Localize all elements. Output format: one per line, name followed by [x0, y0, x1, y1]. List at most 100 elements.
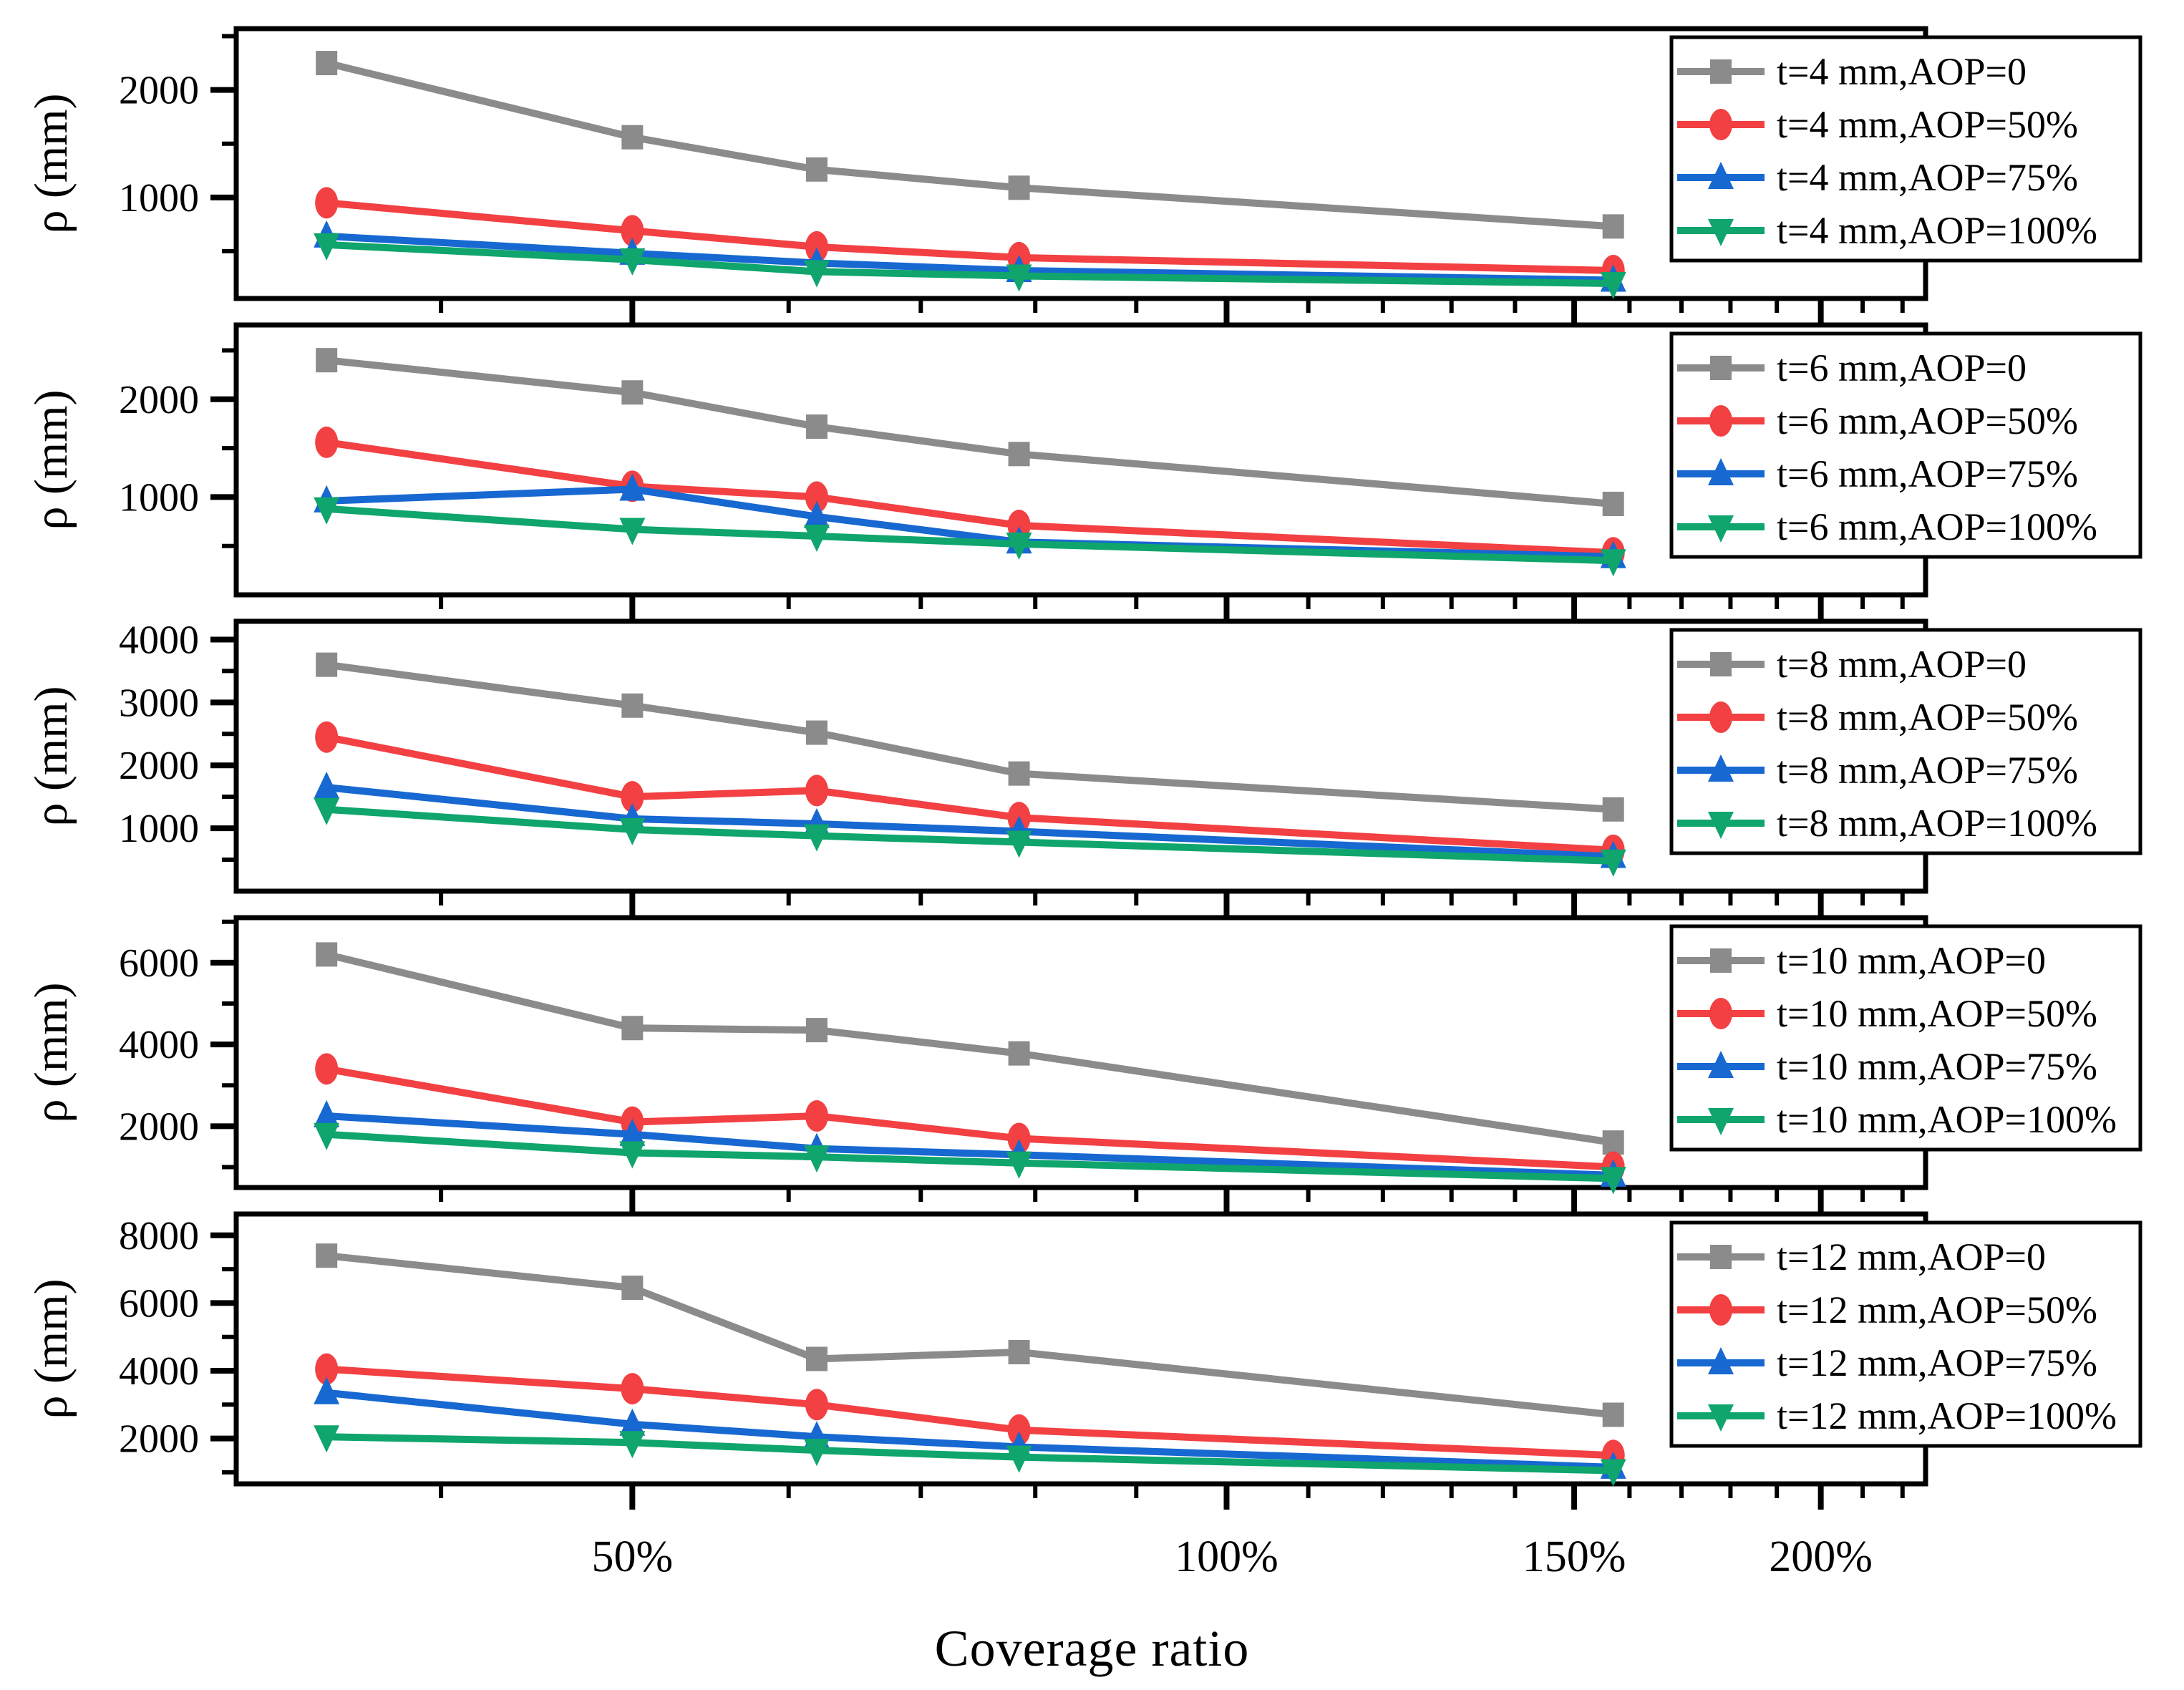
square-marker: [1008, 761, 1030, 786]
legend-label: t=6 mm,AOP=0: [1777, 346, 2027, 389]
legend-entry: t=8 mm,AOP=0: [1677, 643, 2027, 686]
square-icon: [1710, 59, 1732, 84]
legend-entry: t=8 mm,AOP=50%: [1677, 696, 2078, 739]
y-tick-label: 3000: [119, 681, 199, 725]
square-marker: [316, 652, 338, 677]
square-marker: [1602, 1402, 1624, 1427]
circle-marker: [805, 1389, 828, 1421]
series-line: [326, 1252, 1614, 1419]
y-tick-label: 4000: [119, 618, 199, 662]
triangle-down-marker: [314, 233, 340, 261]
circle-icon: [1709, 701, 1732, 733]
triangle-down-icon: [1708, 812, 1734, 839]
square-marker: [1602, 797, 1624, 822]
series-t-4-mm-AOP-100-: [314, 233, 1626, 299]
legend-entry: t=6 mm,AOP=100%: [1677, 505, 2097, 548]
triangle-up-marker: [314, 1376, 340, 1404]
series-t-12-mm-AOP-0: [316, 1243, 1624, 1427]
triangle-up-marker: [619, 473, 646, 501]
series-t-10-mm-AOP-100-: [314, 1122, 1626, 1195]
legend-label: t=4 mm,AOP=50%: [1777, 103, 2078, 146]
legend-label: t=6 mm,AOP=75%: [1777, 452, 2078, 495]
legend-t-8-mm: t=8 mm,AOP=0 t=8 mm,AOP=50% t=8 mm,AOP=75%…: [1669, 628, 2142, 855]
triangle-up-icon: [1708, 162, 1734, 189]
circle-marker: [621, 1373, 644, 1405]
x-tick-label: 100%: [1175, 1533, 1278, 1581]
x-axis: [439, 595, 1905, 621]
x-axis: 50% 100% 150% 200%: [439, 1484, 1905, 1581]
triangle-down-marker: [1600, 549, 1626, 577]
series-t-8-mm-AOP-100-: [314, 797, 1626, 877]
triangle-down-marker: [803, 824, 830, 852]
legend-entry: t=6 mm,AOP=75%: [1677, 452, 2078, 495]
square-marker: [1008, 175, 1030, 200]
panel-t-12-mm: 2000 4000 6000 8000 ρ (mm) 50% 100% 150% 200% t=1…: [25, 1211, 2142, 1581]
x-axis: [439, 891, 1905, 917]
y-axis-title: ρ (mm): [25, 1278, 77, 1419]
square-marker: [1008, 442, 1030, 467]
square-marker: [621, 380, 644, 405]
triangle-up-marker: [619, 1118, 646, 1146]
triangle-down-marker: [803, 525, 830, 553]
series-t-12-mm-AOP-50-: [315, 1353, 1625, 1472]
circle-marker: [805, 774, 828, 807]
legend-label: t=10 mm,AOP=100%: [1777, 1098, 2117, 1141]
y-tick-label: 2000: [119, 744, 199, 788]
square-marker: [1008, 1339, 1030, 1364]
square-marker: [805, 1346, 828, 1371]
triangle-down-marker: [1600, 1459, 1626, 1487]
x-tick-label: 50%: [592, 1533, 674, 1581]
triangle-down-marker: [803, 260, 830, 288]
circle-marker: [805, 230, 828, 263]
triangle-down-icon: [1708, 1108, 1734, 1135]
legend-label: t=10 mm,AOP=50%: [1777, 992, 2097, 1035]
circle-icon: [1709, 998, 1732, 1029]
circle-marker: [1007, 1122, 1031, 1155]
triangle-up-marker: [314, 772, 340, 799]
legend-label: t=12 mm,AOP=100%: [1777, 1394, 2117, 1437]
x-axis: [439, 1188, 1905, 1213]
legend-label: t=4 mm,AOP=75%: [1777, 156, 2078, 199]
legend-entry: t=12 mm,AOP=0: [1677, 1235, 2046, 1278]
square-marker: [316, 1243, 338, 1268]
triangle-down-icon: [1708, 1404, 1734, 1432]
y-axis: 2000 4000 6000 8000: [119, 1214, 236, 1475]
legend-label: t=6 mm,AOP=50%: [1777, 399, 2078, 442]
legend-label: t=10 mm,AOP=75%: [1777, 1045, 2097, 1088]
circle-marker: [315, 721, 339, 753]
square-marker: [1602, 214, 1624, 239]
series-line: [326, 951, 1614, 1147]
circle-marker: [621, 215, 644, 247]
legend-t-6-mm: t=6 mm,AOP=0 t=6 mm,AOP=50% t=6 mm,AOP=75%…: [1669, 331, 2142, 559]
triangle-up-icon: [1708, 1347, 1734, 1374]
series-line: [326, 356, 1614, 508]
series-t-8-mm-AOP-0: [316, 652, 1624, 822]
circle-marker: [1007, 1414, 1031, 1446]
legend-t-12-mm: t=12 mm,AOP=0 t=12 mm,AOP=50% t=12 mm,AOP=…: [1669, 1220, 2142, 1448]
legend-entry: t=12 mm,AOP=75%: [1677, 1341, 2097, 1384]
triangle-down-marker: [619, 248, 646, 276]
legend-label: t=12 mm,AOP=50%: [1777, 1288, 2097, 1331]
legend-entry: t=12 mm,AOP=100%: [1677, 1394, 2117, 1437]
triangle-down-marker: [1600, 1167, 1626, 1195]
legend-entry: t=4 mm,AOP=0: [1677, 50, 2027, 93]
triangle-down-marker: [803, 1145, 830, 1173]
legend-entry: t=10 mm,AOP=0: [1677, 939, 2046, 982]
y-axis-title: ρ (mm): [25, 93, 77, 233]
legend-entry: t=6 mm,AOP=50%: [1677, 399, 2078, 442]
circle-marker: [315, 426, 339, 458]
legend-label: t=8 mm,AOP=75%: [1777, 749, 2078, 792]
x-tick-label: 150%: [1523, 1533, 1626, 1581]
y-tick-label: 2000: [119, 378, 199, 422]
square-marker: [621, 1016, 644, 1041]
triangle-down-marker: [619, 1141, 646, 1169]
series-t-6-mm-AOP-0: [316, 348, 1624, 516]
legend-label: t=12 mm,AOP=75%: [1777, 1341, 2097, 1384]
panel-t-4-mm: 1000 2000 ρ (mm) t=4 mm,AOP=0 t=4 mm,AOP=50%…: [25, 26, 2142, 324]
series-t-10-mm-AOP-0: [316, 942, 1624, 1155]
square-marker: [805, 157, 828, 182]
triangle-down-marker: [1006, 830, 1032, 858]
triangle-up-icon: [1708, 458, 1734, 485]
y-axis-title: ρ (mm): [25, 982, 77, 1122]
